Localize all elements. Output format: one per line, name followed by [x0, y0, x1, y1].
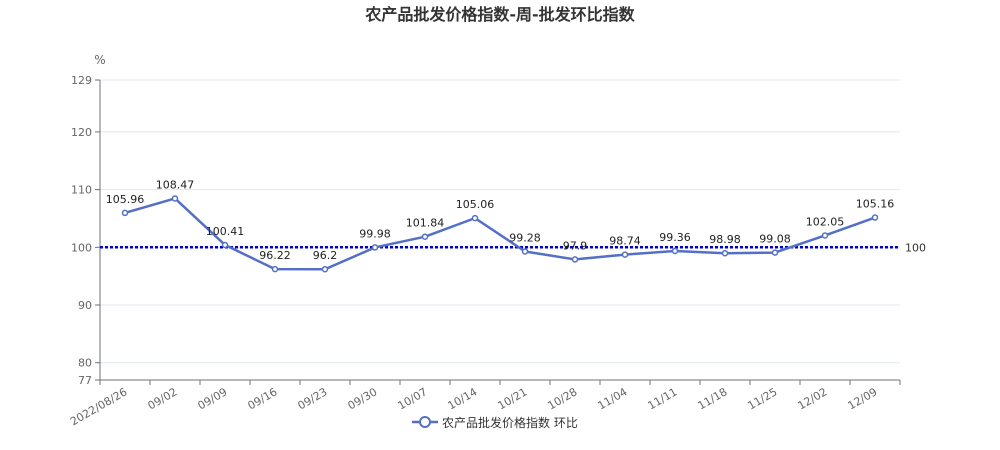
reference-line: 100	[100, 241, 926, 254]
data-label: 99.36	[659, 231, 691, 244]
y-tick-label: 90	[78, 299, 92, 312]
data-label: 98.74	[609, 235, 641, 248]
data-label: 105.06	[456, 198, 495, 211]
data-point[interactable]	[371, 244, 379, 251]
y-axis-unit: %	[94, 53, 105, 67]
data-point[interactable]	[571, 256, 579, 263]
x-tick-label: 11/11	[646, 385, 680, 412]
data-point[interactable]	[771, 249, 779, 256]
data-point[interactable]	[471, 214, 479, 222]
chart-title: 农产品批发价格指数-周-批发环比指数	[364, 5, 635, 24]
data-point[interactable]	[221, 241, 229, 249]
data-point[interactable]	[121, 209, 129, 217]
x-tick-label: 11/25	[746, 385, 780, 412]
x-tick-label: 09/16	[246, 385, 280, 412]
x-tick-label: 2022/08/26	[68, 385, 129, 428]
x-tick-label: 11/04	[596, 385, 630, 412]
x-tick-label: 12/09	[846, 385, 880, 412]
data-label: 97.9	[563, 239, 588, 252]
data-point[interactable]	[821, 232, 829, 239]
series-line	[124, 197, 876, 271]
y-tick-label: 77	[78, 374, 92, 387]
x-tick-label: 09/30	[346, 385, 380, 412]
y-tick-label: 80	[78, 357, 92, 370]
data-label: 99.28	[509, 231, 541, 244]
data-label: 98.98	[709, 233, 741, 246]
data-label: 96.22	[259, 249, 291, 262]
x-tick-label: 09/09	[196, 385, 230, 412]
reference-line-label: 100	[905, 241, 926, 254]
data-point[interactable]	[721, 249, 729, 257]
data-label: 96.2	[313, 249, 338, 262]
data-point[interactable]	[521, 248, 529, 255]
legend-label: 农产品批发价格指数 环比	[442, 415, 578, 430]
data-point[interactable]	[321, 265, 329, 273]
legend-marker-icon	[419, 416, 431, 428]
data-point[interactable]	[421, 233, 429, 240]
legend[interactable]: 农产品批发价格指数 环比	[412, 415, 578, 430]
data-label: 99.08	[759, 233, 791, 246]
x-tick-label: 10/28	[546, 385, 580, 412]
x-tick-label: 10/21	[496, 385, 530, 412]
data-label: 108.47	[156, 178, 195, 191]
data-point[interactable]	[271, 265, 279, 273]
y-axis-ticks: 77 80 90 100 110 120 129	[71, 74, 100, 387]
series-layer	[121, 195, 879, 273]
data-label: 99.98	[359, 227, 391, 240]
data-label: 101.84	[406, 217, 445, 230]
data-point[interactable]	[621, 251, 629, 258]
data-label: 105.16	[856, 198, 895, 211]
data-labels: 105.96 108.47 100.41 96.22 96.2 99.98 101.84 10…	[106, 178, 895, 262]
y-tick-label: 100	[71, 241, 92, 254]
data-point[interactable]	[671, 247, 679, 255]
y-tick-label: 129	[71, 74, 92, 87]
x-tick-label: 11/18	[696, 385, 730, 412]
y-tick-label: 110	[71, 184, 92, 197]
y-tick-label: 120	[71, 126, 92, 139]
x-tick-label: 10/14	[446, 385, 480, 412]
data-point[interactable]	[171, 195, 179, 202]
grid-lines	[100, 79, 900, 364]
x-tick-label: 09/02	[146, 385, 180, 412]
x-tick-label: 12/02	[796, 385, 830, 412]
x-tick-label: 09/23	[296, 385, 330, 412]
data-label: 105.96	[106, 193, 145, 206]
data-label: 100.41	[206, 225, 245, 238]
data-label: 102.05	[806, 215, 845, 228]
x-tick-label: 10/07	[396, 385, 430, 412]
data-point[interactable]	[871, 214, 879, 221]
